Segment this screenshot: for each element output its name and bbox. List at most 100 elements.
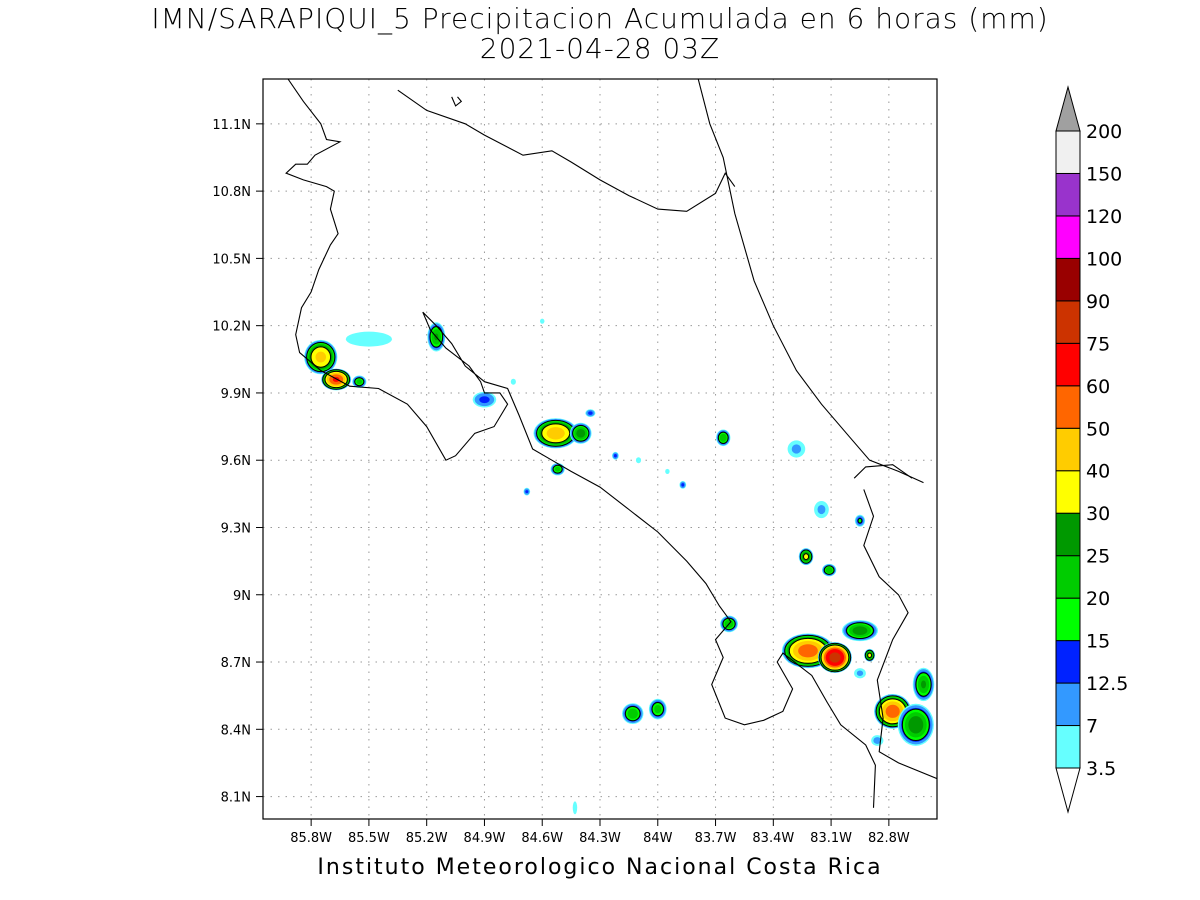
precip-contour [541,423,571,444]
precip-cell [679,480,687,489]
precip-contour [552,464,563,474]
precip-contour [354,377,365,387]
colorbar-label: 40 [1086,461,1110,483]
precip-contour [722,617,736,631]
precip-band [920,680,927,689]
colorbar-swatch [1055,300,1081,344]
precip-band [627,708,638,719]
precip-contour [651,701,664,717]
precip-contour [867,652,872,659]
precipitation-field [304,318,935,815]
precip-cell [352,375,367,388]
precip-band [856,670,864,676]
precip-contour [820,644,850,671]
coastline [285,79,876,808]
precip-contour [717,431,729,444]
precip-cell [814,500,829,519]
coastlines [285,79,937,808]
colorbar-over-arrow [1055,85,1081,132]
colorbar-under-arrow [1055,767,1081,814]
precip-cell [854,668,866,679]
y-tick-label: 9.6N [221,454,251,469]
precip-contour [901,708,930,742]
x-tick-label: 84.9W [464,831,506,846]
precip-cell [533,418,578,449]
y-tick-label: 10.5N [212,252,251,267]
precip-contour [857,518,863,524]
precip-band [654,705,662,714]
y-tick-label: 10.2N [212,320,251,335]
coastline [697,79,924,484]
precip-band [479,396,490,404]
precip-contour [310,346,332,368]
precip-cell [635,457,642,464]
precip-band [572,801,578,815]
coastline [863,489,937,780]
y-tick-label: 11.1N [212,118,251,133]
precip-cell [304,339,338,375]
colorbar-label: 100 [1086,248,1122,270]
colorbar-label: 60 [1086,376,1110,398]
precip-band [825,567,833,574]
x-tick-label: 83.1W [810,831,852,846]
precip-cell [912,667,935,702]
y-tick-label: 8.4N [221,723,251,738]
colorbar-swatch [1055,385,1081,429]
y-tick-label: 10.8N [212,185,251,200]
precip-band [525,490,529,494]
precip-band [510,378,516,385]
precip-band [665,468,670,475]
precip-contour [572,424,590,442]
colorbar-swatch [1055,172,1081,217]
x-tick-label: 83.7W [695,831,737,846]
colorbar-swatch [1055,130,1081,174]
precip-band [719,433,727,442]
colorbar-swatch [1055,257,1081,302]
precip-band [356,379,363,385]
precip-contour [306,341,336,373]
colorbar-swatch [1055,215,1081,259]
precip-band [885,704,900,718]
precip-band [546,427,565,440]
precip-band [681,483,685,487]
x-tick-label: 84.3W [579,831,621,846]
colorbar-label: 50 [1086,418,1110,440]
colorbar-legend: 3.5 7 12.5 15 20 25 30 40 50 60 75 90 100 120 150 200 [1055,85,1128,814]
colorbar-label: 25 [1086,546,1110,568]
y-tick-label: 9N [233,589,251,604]
colorbar-swatch [1055,342,1081,387]
y-tick-label: 9.9N [221,387,251,402]
precip-contour [803,553,810,561]
colorbar-label: 3.5 [1086,758,1116,780]
coastline [451,96,463,107]
precip-band [873,737,882,744]
x-tick-label: 84W [643,831,673,846]
precip-cell [540,318,545,324]
x-tick-label: 83.4W [752,831,794,846]
colorbar-label: 75 [1086,333,1110,355]
precip-cell [523,487,531,496]
precip-band [588,411,593,415]
precip-contour [324,370,348,389]
precip-cell [854,514,866,527]
precip-cell [622,703,644,725]
precip-band [803,553,809,560]
coastline [853,464,913,479]
colorbar-label: 200 [1086,121,1122,143]
precip-contour [915,672,932,697]
precip-cell [569,422,592,444]
precip-band [817,504,826,515]
precip-cell [648,698,667,720]
precip-contour [322,369,351,390]
precip-band [858,518,862,523]
precip-cell [787,440,806,458]
precip-contour [845,622,874,639]
x-tick-label: 85.8W [290,831,332,846]
colorbar-label: 90 [1086,291,1110,313]
x-tick-label: 85.5W [348,831,390,846]
precip-contour [818,642,852,673]
precip-band [540,318,545,324]
colorbar-label: 7 [1086,716,1098,738]
precip-contour [799,549,813,564]
colorbar-swatch [1055,555,1081,599]
